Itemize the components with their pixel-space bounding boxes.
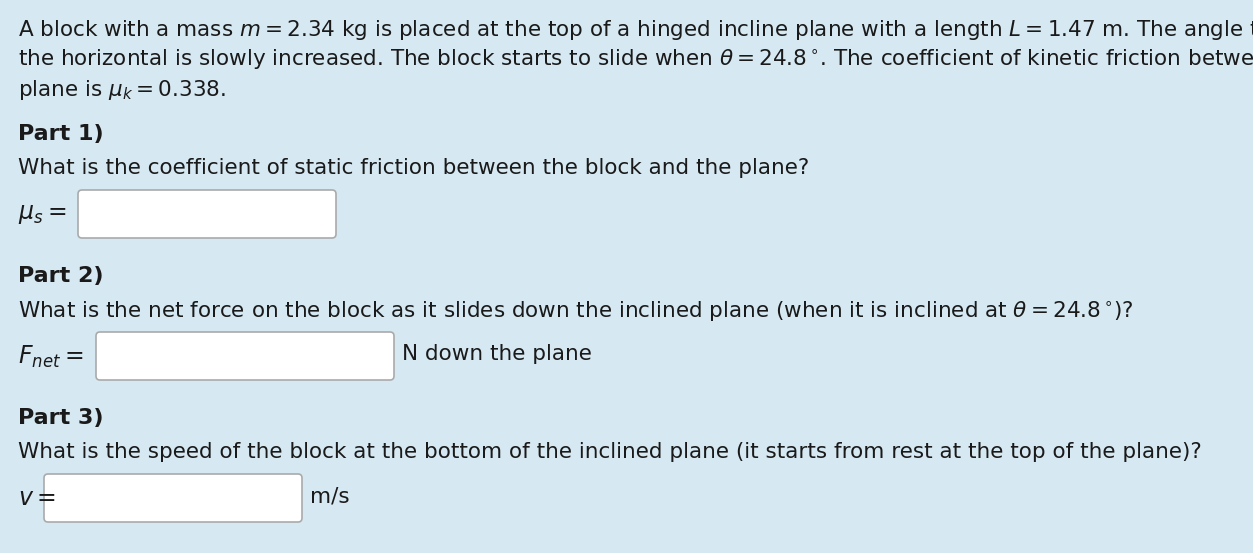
Text: Part 3): Part 3) [18,408,104,428]
Text: A block with a mass $m = 2.34$ kg is placed at the top of a hinged incline plane: A block with a mass $m = 2.34$ kg is pla… [18,18,1253,42]
Text: plane is $\mu_k = 0.338$.: plane is $\mu_k = 0.338$. [18,78,226,102]
Text: $F_{net} =$: $F_{net} =$ [18,344,83,370]
Text: $v =$: $v =$ [18,486,56,510]
Text: What is the speed of the block at the bottom of the inclined plane (it starts fr: What is the speed of the block at the bo… [18,442,1202,462]
Text: m/s: m/s [309,486,350,506]
Text: N down the plane: N down the plane [402,344,591,364]
Text: the horizontal is slowly increased. The block starts to slide when $\theta = 24.: the horizontal is slowly increased. The … [18,48,1253,72]
FancyBboxPatch shape [78,190,336,238]
Text: Part 1): Part 1) [18,124,104,144]
FancyBboxPatch shape [96,332,393,380]
FancyBboxPatch shape [44,474,302,522]
Text: Part 2): Part 2) [18,266,104,286]
Text: What is the coefficient of static friction between the block and the plane?: What is the coefficient of static fricti… [18,158,809,178]
Text: $\mu_s =$: $\mu_s =$ [18,202,66,226]
Text: What is the net force on the block as it slides down the inclined plane (when it: What is the net force on the block as it… [18,300,1134,324]
